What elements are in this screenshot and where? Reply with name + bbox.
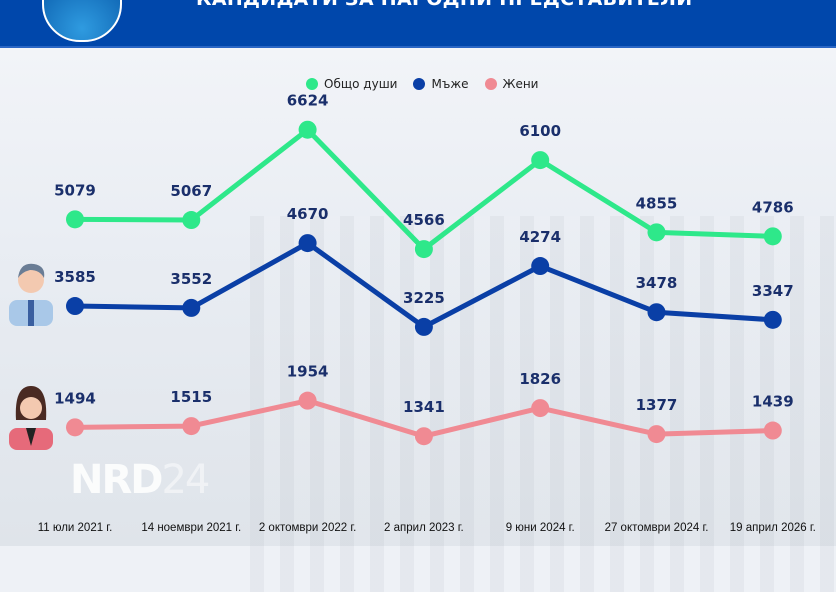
x-tick-label: 2 април 2023 г.	[384, 522, 464, 534]
x-tick-label: 19 април 2026 г.	[730, 522, 816, 534]
x-tick-label: 14 ноември 2021 г.	[141, 522, 241, 534]
data-point	[414, 240, 433, 259]
data-point	[298, 234, 317, 253]
data-label: 4566	[403, 211, 445, 229]
legend-item-men: Мъже	[413, 77, 469, 91]
header-bar: КАНДИДАТИ ЗА НАРОДНИ ПРЕДСТАВИТЕЛИ	[0, 0, 836, 48]
data-label: 4855	[636, 194, 678, 212]
line-chart: 5079 5067 6624 4566 6100 4855 4786 3585 3552 4670…	[38, 92, 816, 534]
x-tick-label: 27 октомври 2024 г.	[605, 522, 709, 534]
data-label: 4670	[287, 205, 329, 223]
legend-label: Общо души	[324, 77, 398, 91]
chart-title: КАНДИДАТИ ЗА НАРОДНИ ПРЕДСТАВИТЕЛИ	[196, 0, 692, 10]
data-point	[763, 421, 782, 440]
data-point	[531, 151, 550, 170]
data-point	[182, 298, 201, 317]
data-label: 1515	[170, 388, 212, 406]
data-point	[647, 425, 666, 444]
x-tick-label: 9 юни 2024 г.	[506, 522, 575, 534]
legend-item-total: Общо души	[306, 77, 397, 91]
data-label: 3225	[403, 289, 445, 307]
legend-label: Жени	[502, 77, 539, 91]
data-point	[414, 427, 433, 446]
data-point	[66, 297, 84, 316]
watermark-suffix: 24	[161, 457, 210, 503]
data-label: 4786	[752, 198, 794, 216]
data-label: 1494	[54, 389, 96, 407]
data-label: 1826	[519, 370, 561, 388]
legend: Общо души Мъже Жени	[306, 77, 538, 91]
data-label: 3478	[636, 274, 678, 292]
legend-marker	[413, 78, 426, 90]
watermark-text: NRD	[70, 457, 163, 503]
data-label: 5079	[54, 181, 96, 199]
data-point	[182, 417, 201, 436]
data-point	[647, 303, 666, 322]
data-label: 4274	[519, 228, 561, 246]
data-label: 1377	[636, 396, 678, 414]
data-label: 3585	[54, 268, 96, 286]
data-point	[531, 257, 550, 276]
data-label: 5067	[170, 182, 212, 200]
data-point	[647, 223, 666, 242]
data-label: 3552	[170, 270, 212, 288]
data-label: 3347	[752, 282, 794, 300]
data-label: 6624	[287, 92, 329, 110]
data-point	[414, 317, 433, 336]
man-avatar-icon	[9, 263, 53, 326]
data-point	[298, 120, 317, 139]
data-point	[182, 211, 201, 230]
data-point	[66, 418, 84, 437]
woman-avatar-icon	[9, 386, 53, 450]
data-point	[763, 310, 782, 329]
data-point	[298, 391, 317, 410]
legend-marker	[484, 78, 497, 90]
x-tick-label: 2 октомври 2022 г.	[259, 522, 356, 534]
data-point	[763, 227, 782, 246]
legend-item-women: Жени	[484, 77, 539, 91]
data-label: 6100	[519, 122, 561, 140]
data-label: 1439	[752, 393, 794, 411]
data-point	[66, 210, 84, 229]
legend-marker	[306, 78, 318, 90]
data-label: 1954	[287, 363, 329, 381]
nrd24-watermark: NRD24	[70, 457, 210, 503]
data-label: 1341	[403, 398, 445, 416]
legend-label: Мъже	[431, 77, 469, 91]
data-point	[531, 399, 550, 418]
x-tick-label: 11 юли 2021 г.	[38, 522, 113, 534]
